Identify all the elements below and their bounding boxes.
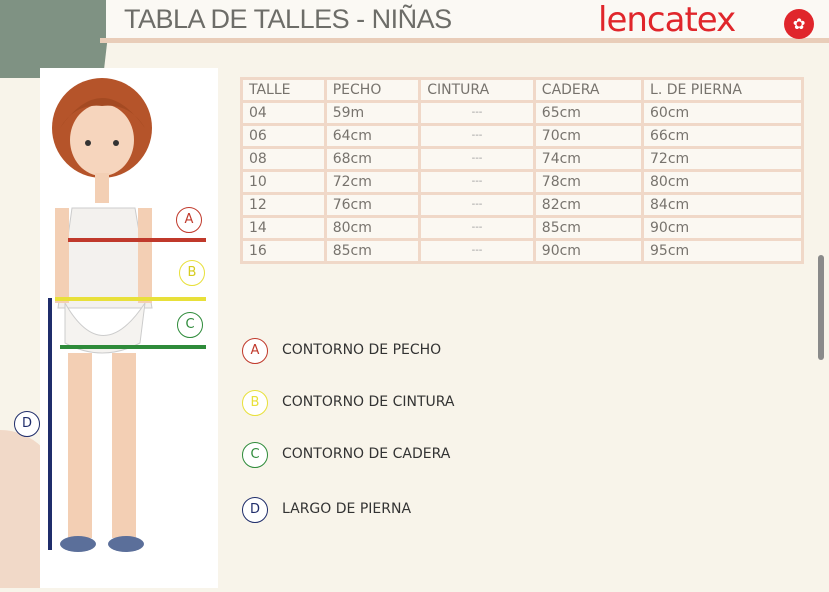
table-cell: ---: [421, 149, 533, 169]
header-cell: TALLE: [243, 80, 324, 100]
table-cell: 76cm: [326, 195, 419, 215]
table-cell: 16: [243, 241, 324, 261]
table-cell: 84cm: [644, 195, 801, 215]
measure-line-d: [48, 298, 52, 550]
table-cell: 66cm: [644, 126, 801, 146]
table-cell: 70cm: [535, 126, 642, 146]
legend-label: CONTORNO DE CADERA: [282, 446, 451, 462]
marker-b: B: [179, 260, 205, 286]
table-header-row: TALLE PECHO CINTURA CADERA L. DE PIERNA: [243, 80, 801, 100]
size-table: TALLE PECHO CINTURA CADERA L. DE PIERNA …: [240, 77, 804, 264]
scrollbar[interactable]: [818, 255, 824, 360]
table-cell: 82cm: [535, 195, 642, 215]
table-cell: 74cm: [535, 149, 642, 169]
header-decoration: [0, 0, 112, 78]
page-title: TABLA DE TALLES - NIÑAS: [124, 4, 452, 34]
table-cell: 60cm: [644, 103, 801, 123]
table-cell: 65cm: [535, 103, 642, 123]
table-cell: 08: [243, 149, 324, 169]
table-cell: 14: [243, 218, 324, 238]
header-cell: L. DE PIERNA: [644, 80, 801, 100]
table-row: 12 76cm --- 82cm 84cm: [243, 195, 801, 215]
legend-marker: C: [242, 442, 268, 468]
legend-label: CONTORNO DE CINTURA: [282, 394, 455, 410]
table-cell: 85cm: [326, 241, 419, 261]
brand-logo: lencatex: [598, 0, 736, 40]
table-cell: 85cm: [535, 218, 642, 238]
table-cell: 12: [243, 195, 324, 215]
table-cell: 68cm: [326, 149, 419, 169]
legend-label: CONTORNO DE PECHO: [282, 342, 442, 358]
table-cell: 10: [243, 172, 324, 192]
table-cell: ---: [421, 241, 533, 261]
logo-flower-icon: ✿: [784, 9, 814, 39]
table-row: 16 85cm --- 90cm 95cm: [243, 241, 801, 261]
marker-d: D: [14, 411, 40, 437]
legend-marker: A: [242, 338, 268, 364]
table-cell: 04: [243, 103, 324, 123]
table-row: 10 72cm --- 78cm 80cm: [243, 172, 801, 192]
table-row: 08 68cm --- 74cm 72cm: [243, 149, 801, 169]
table-cell: 59m: [326, 103, 419, 123]
legend-label: LARGO DE PIERNA: [282, 501, 412, 517]
header-cell: CADERA: [535, 80, 642, 100]
measure-line-c: [60, 345, 206, 349]
table-row: 04 59m --- 65cm 60cm: [243, 103, 801, 123]
table-cell: 64cm: [326, 126, 419, 146]
girl-illustration: [52, 78, 153, 552]
header-cell: PECHO: [326, 80, 419, 100]
header-cell: CINTURA: [421, 80, 533, 100]
table-cell: 90cm: [535, 241, 642, 261]
table-cell: ---: [421, 195, 533, 215]
table-cell: ---: [421, 218, 533, 238]
table-cell: 06: [243, 126, 324, 146]
table-cell: 95cm: [644, 241, 801, 261]
table-row: 14 80cm --- 85cm 90cm: [243, 218, 801, 238]
measure-line-a: [68, 238, 206, 242]
legend-marker: B: [242, 390, 268, 416]
table-cell: 80cm: [326, 218, 419, 238]
table-cell: 72cm: [644, 149, 801, 169]
table-cell: 78cm: [535, 172, 642, 192]
table-cell: ---: [421, 126, 533, 146]
header-band: [106, 0, 829, 38]
marker-a: A: [176, 207, 202, 233]
marker-c: C: [177, 312, 203, 338]
table-cell: 90cm: [644, 218, 801, 238]
table-row: 06 64cm --- 70cm 66cm: [243, 126, 801, 146]
header-divider: [100, 38, 829, 43]
table-cell: 72cm: [326, 172, 419, 192]
legend-marker: D: [242, 497, 268, 523]
measure-line-b: [55, 297, 206, 301]
table-cell: ---: [421, 103, 533, 123]
table-cell: ---: [421, 172, 533, 192]
table-cell: 80cm: [644, 172, 801, 192]
